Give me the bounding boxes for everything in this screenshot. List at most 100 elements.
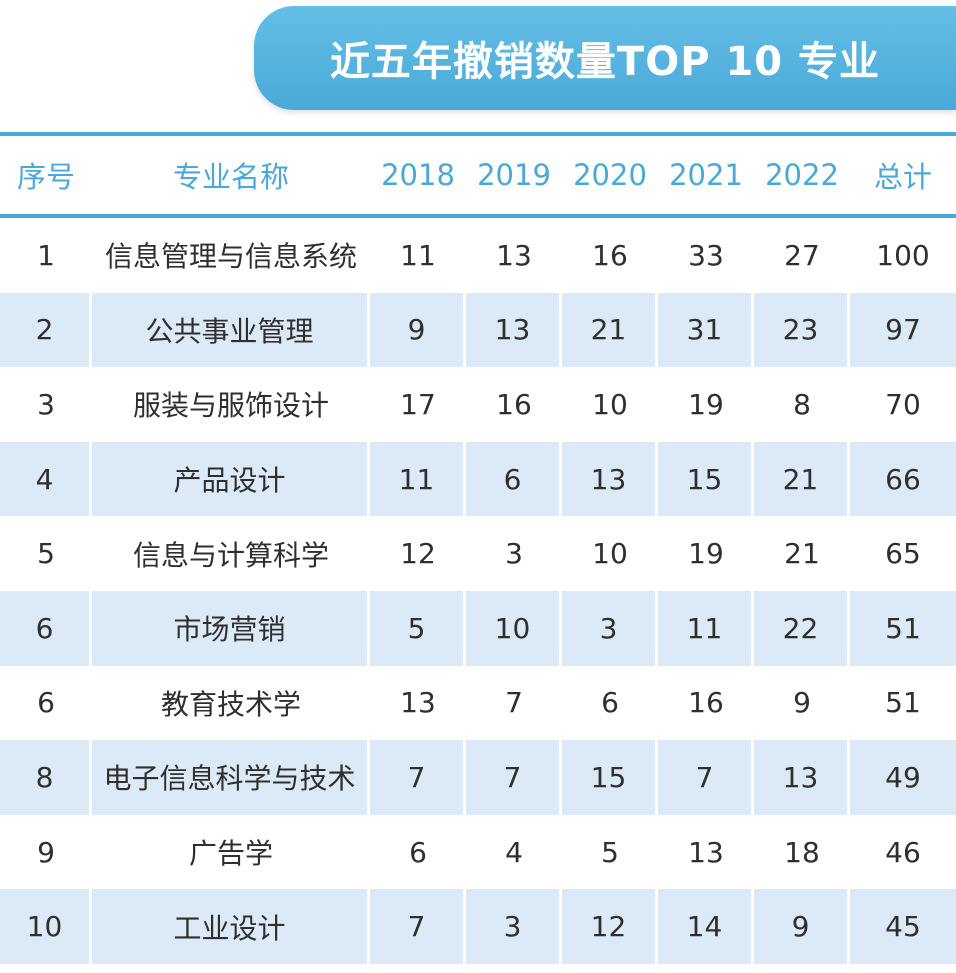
cell-total: 97 xyxy=(850,292,956,368)
table-header: 序号 专业名称 2018 2019 2020 2021 2022 总计 xyxy=(0,136,956,214)
cell-rank: 6 xyxy=(0,590,92,666)
cell-rank: 3 xyxy=(37,387,55,421)
cell-major-name: 公共事业管理 xyxy=(92,292,370,368)
cell-value-2018: 17 xyxy=(400,387,436,421)
cell-value-2018: 11 xyxy=(370,441,466,517)
cell-major-name: 工业设计 xyxy=(92,889,370,964)
cell-value-2020: 6 xyxy=(601,686,619,720)
cell-value-2018: 6 xyxy=(409,835,427,869)
title-banner: 近五年撤销数量TOP 10 专业 xyxy=(254,6,956,110)
cell-value-2022: 18 xyxy=(784,835,820,869)
cell-major-name: 市场营销 xyxy=(92,590,370,666)
table-row: 5 信息与计算科学 12 3 10 19 21 65 xyxy=(0,516,956,591)
cell-value-2019: 3 xyxy=(505,537,523,571)
cell-value-2021: 33 xyxy=(688,238,724,272)
header-2018: 2018 xyxy=(381,158,455,192)
cell-rank: 9 xyxy=(37,835,55,869)
cell-total: 100 xyxy=(876,238,930,272)
cell-major-name: 广告学 xyxy=(188,837,273,871)
cell-total: 66 xyxy=(850,441,956,517)
cell-major-name: 服装与服饰设计 xyxy=(132,389,329,423)
cell-value-2022: 13 xyxy=(754,740,850,815)
cell-value-2021: 19 xyxy=(688,387,724,421)
header-2020: 2020 xyxy=(573,158,647,192)
cell-total: 46 xyxy=(885,835,921,869)
cell-rank: 8 xyxy=(0,740,92,815)
cell-value-2019: 6 xyxy=(466,441,562,517)
table-row: 10 工业设计 7 3 12 14 9 45 xyxy=(0,889,956,964)
cell-value-2020: 15 xyxy=(562,740,658,815)
cell-rank: 4 xyxy=(0,441,92,517)
cell-value-2021: 16 xyxy=(688,686,724,720)
cell-value-2018: 7 xyxy=(370,740,466,815)
cell-value-2021: 14 xyxy=(658,889,754,964)
cell-value-2020: 5 xyxy=(601,835,619,869)
cell-value-2022: 9 xyxy=(754,889,850,964)
cell-value-2020: 10 xyxy=(592,387,628,421)
table-top-rule xyxy=(0,132,956,136)
header-2022: 2022 xyxy=(765,158,839,192)
data-table: 序号 专业名称 2018 2019 2020 2021 2022 总计 1 信息管… xyxy=(0,132,956,964)
cell-value-2020: 21 xyxy=(562,292,658,368)
cell-rank: 1 xyxy=(37,238,55,272)
cell-value-2020: 16 xyxy=(592,238,628,272)
cell-major-name: 电子信息科学与技术 xyxy=(92,740,370,815)
cell-total: 49 xyxy=(850,740,956,815)
cell-value-2021: 13 xyxy=(688,835,724,869)
table-row: 4 产品设计 11 6 13 15 21 66 xyxy=(0,441,956,517)
cell-rank: 10 xyxy=(0,889,92,964)
cell-major-name: 教育技术学 xyxy=(160,687,301,721)
cell-value-2019: 16 xyxy=(496,387,532,421)
cell-value-2019: 10 xyxy=(466,590,562,666)
cell-value-2021: 7 xyxy=(658,740,754,815)
cell-value-2019: 13 xyxy=(466,292,562,368)
table-row: 2 公共事业管理 9 13 21 31 23 97 xyxy=(0,292,956,368)
cell-value-2019: 3 xyxy=(466,889,562,964)
page-title: 近五年撤销数量TOP 10 专业 xyxy=(329,39,881,85)
cell-value-2019: 7 xyxy=(505,686,523,720)
table-row: 8 电子信息科学与技术 7 7 15 7 13 49 xyxy=(0,740,956,815)
cell-value-2021: 15 xyxy=(658,441,754,517)
cell-value-2018: 13 xyxy=(400,686,436,720)
header-total: 总计 xyxy=(873,160,932,194)
cell-total: 65 xyxy=(885,537,921,571)
cell-value-2018: 9 xyxy=(370,292,466,368)
cell-value-2020: 13 xyxy=(562,441,658,517)
cell-total: 45 xyxy=(850,889,956,964)
cell-value-2019: 4 xyxy=(505,835,523,869)
cell-rank: 6 xyxy=(37,686,55,720)
cell-total: 70 xyxy=(885,387,921,421)
cell-major-name: 信息管理与信息系统 xyxy=(104,240,357,274)
cell-value-2021: 11 xyxy=(658,590,754,666)
cell-value-2020: 3 xyxy=(562,590,658,666)
cell-value-2022: 8 xyxy=(793,387,811,421)
cell-major-name: 信息与计算科学 xyxy=(132,538,329,572)
cell-value-2022: 22 xyxy=(754,590,850,666)
header-2019: 2019 xyxy=(477,158,551,192)
cell-value-2022: 21 xyxy=(754,441,850,517)
cell-value-2020: 10 xyxy=(592,537,628,571)
cell-value-2022: 27 xyxy=(784,238,820,272)
table-body: 1 信息管理与信息系统 11 13 16 33 27 100 2 公共事业管理 9 13 21 31 23 9… xyxy=(0,218,956,964)
cell-value-2019: 13 xyxy=(496,238,532,272)
header-rank: 序号 xyxy=(16,160,75,194)
cell-value-2018: 7 xyxy=(370,889,466,964)
cell-rank: 2 xyxy=(0,292,92,368)
table-row: 6 市场营销 5 10 3 11 22 51 xyxy=(0,590,956,666)
cell-major-name: 产品设计 xyxy=(92,441,370,517)
cell-total: 51 xyxy=(850,590,956,666)
header-major: 专业名称 xyxy=(172,160,289,194)
cell-value-2021: 31 xyxy=(658,292,754,368)
cell-value-2022: 23 xyxy=(754,292,850,368)
header-2021: 2021 xyxy=(669,158,743,192)
table-row: 9 广告学 6 4 5 13 18 46 xyxy=(0,815,956,890)
cell-value-2018: 12 xyxy=(400,537,436,571)
cell-rank: 5 xyxy=(37,537,55,571)
cell-value-2020: 12 xyxy=(562,889,658,964)
cell-value-2018: 11 xyxy=(400,238,436,272)
cell-total: 51 xyxy=(885,686,921,720)
table-row: 3 服装与服饰设计 17 16 10 19 8 70 xyxy=(0,367,956,442)
table-row: 6 教育技术学 13 7 6 16 9 51 xyxy=(0,666,956,741)
cell-value-2022: 21 xyxy=(784,537,820,571)
cell-value-2018: 5 xyxy=(370,590,466,666)
